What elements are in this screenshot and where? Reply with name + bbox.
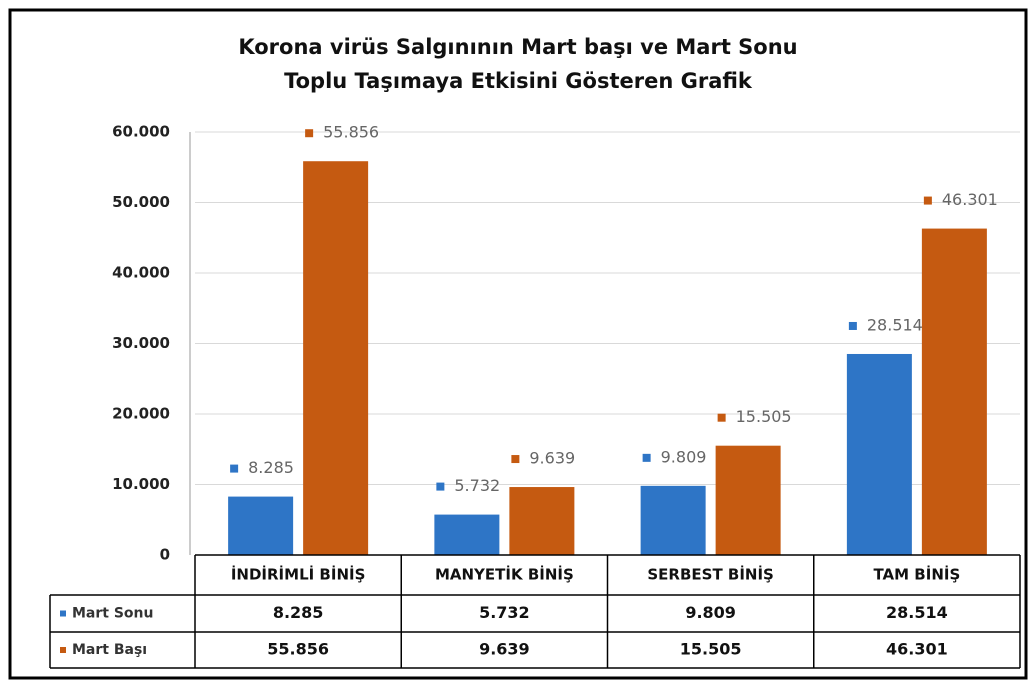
y-tick-label: 40.000	[112, 264, 170, 282]
y-tick-label: 0	[160, 546, 170, 564]
legend-label: Mart Sonu	[72, 606, 153, 622]
table-cell: 9.639	[479, 640, 530, 659]
bar	[715, 445, 781, 555]
legend-marker	[60, 610, 66, 617]
y-tick-label: 10.000	[112, 475, 170, 493]
data-label: 5.732	[454, 476, 500, 495]
y-tick-label: 60.000	[112, 123, 170, 141]
label-marker	[642, 453, 651, 462]
legend-marker	[60, 647, 66, 653]
x-tick-label: MANYETİK BİNİŞ	[435, 565, 574, 584]
data-label: 55.856	[323, 123, 379, 142]
chart-title: Korona virüs Salgınının Mart başı ve Mar…	[238, 35, 798, 93]
data-label: 9.639	[529, 449, 575, 468]
bar	[846, 353, 912, 555]
label-marker	[436, 482, 445, 491]
bar	[228, 496, 294, 555]
data-label: 15.505	[736, 407, 792, 426]
bar	[434, 514, 500, 555]
bar	[921, 228, 987, 556]
x-tick-label: İNDİRİMLİ BİNİŞ	[231, 565, 366, 584]
bar	[303, 161, 369, 555]
table-cell: 55.856	[267, 640, 329, 659]
label-marker	[848, 321, 857, 330]
table-cell: 15.505	[680, 640, 742, 659]
label-marker	[511, 455, 520, 464]
label-marker	[230, 464, 239, 473]
table-cell: 5.732	[479, 603, 530, 622]
data-label: 9.809	[661, 447, 707, 466]
label-marker	[923, 196, 932, 205]
y-tick-label: 50.000	[112, 193, 170, 211]
bar	[509, 487, 575, 555]
table-cell: 28.514	[886, 603, 948, 622]
x-tick-label: SERBEST BİNİŞ	[647, 565, 774, 584]
label-marker	[717, 413, 726, 422]
y-tick-label: 30.000	[112, 334, 170, 352]
bar	[640, 485, 706, 555]
data-label: 46.301	[942, 190, 998, 209]
table-cell: 9.809	[685, 603, 736, 622]
y-tick-label: 20.000	[112, 405, 170, 423]
x-tick-label: TAM BİNİŞ	[873, 565, 960, 584]
data-label: 28.514	[867, 315, 923, 334]
label-marker	[305, 129, 314, 138]
legend-label: Mart Başı	[72, 642, 147, 658]
table-cell: 8.285	[273, 603, 324, 622]
table-cell: 46.301	[886, 640, 948, 659]
frame	[8, 8, 1028, 680]
data-label: 8.285	[248, 458, 294, 477]
